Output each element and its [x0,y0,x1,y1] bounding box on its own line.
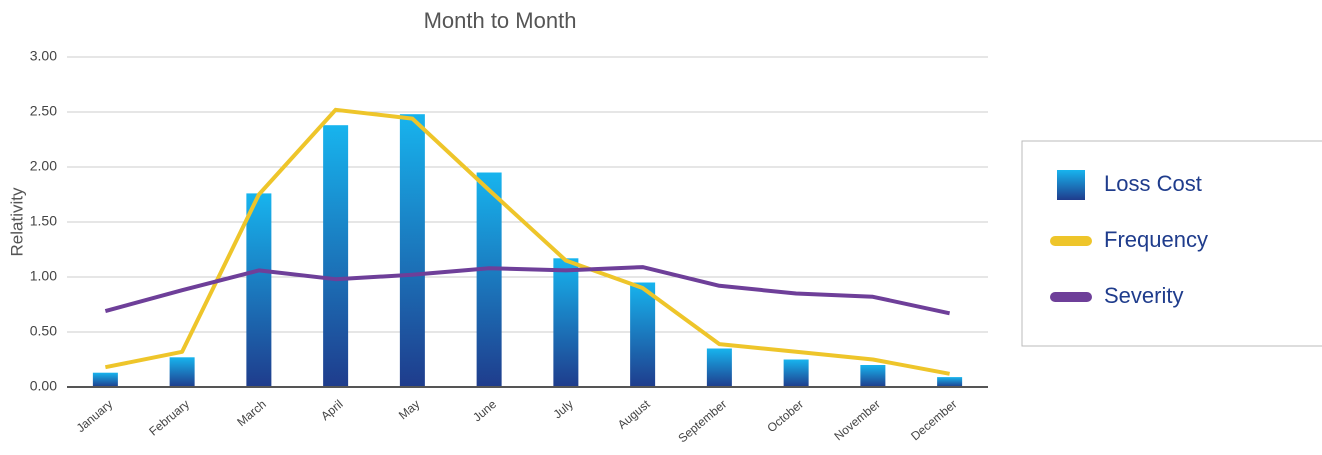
x-tick-label: September [675,397,729,445]
y-tick-label: 3.00 [30,48,57,64]
x-tick-label: December [908,397,959,443]
chart-title: Month to Month [424,8,577,33]
bar [399,114,425,387]
x-tick-label: March [234,397,269,429]
legend-label: Frequency [1104,227,1208,252]
bar [630,282,656,387]
bar [169,357,195,387]
bar [783,359,809,387]
legend-label: Severity [1104,283,1183,308]
bar [860,365,886,387]
line [104,265,951,316]
bar [706,348,732,387]
bar [246,193,272,387]
y-tick-label: 1.00 [30,268,57,284]
x-tick-label: May [396,397,422,422]
y-tick-label: 0.50 [30,323,57,339]
x-tick-label: July [550,397,575,421]
line [104,107,950,376]
y-tick-label: 1.50 [30,213,57,229]
y-tick-label: 2.50 [30,103,57,119]
y-axis-title: Relativity [7,187,26,256]
x-tick-label: June [470,397,499,425]
bar [323,125,349,387]
y-tick-label: 0.00 [30,378,57,394]
x-tick-label: January [74,397,116,435]
x-tick-label: November [831,397,882,443]
legend-label: Loss Cost [1104,171,1202,196]
y-tick-label: 2.00 [30,158,57,174]
bar [553,258,579,387]
bar [937,377,963,387]
bar [92,372,118,387]
x-tick-label: August [615,397,653,432]
x-tick-label: April [318,397,345,423]
legend-swatch [1057,170,1085,200]
x-tick-label: February [146,397,192,439]
x-tick-label: October [764,397,806,435]
bar [476,172,502,387]
